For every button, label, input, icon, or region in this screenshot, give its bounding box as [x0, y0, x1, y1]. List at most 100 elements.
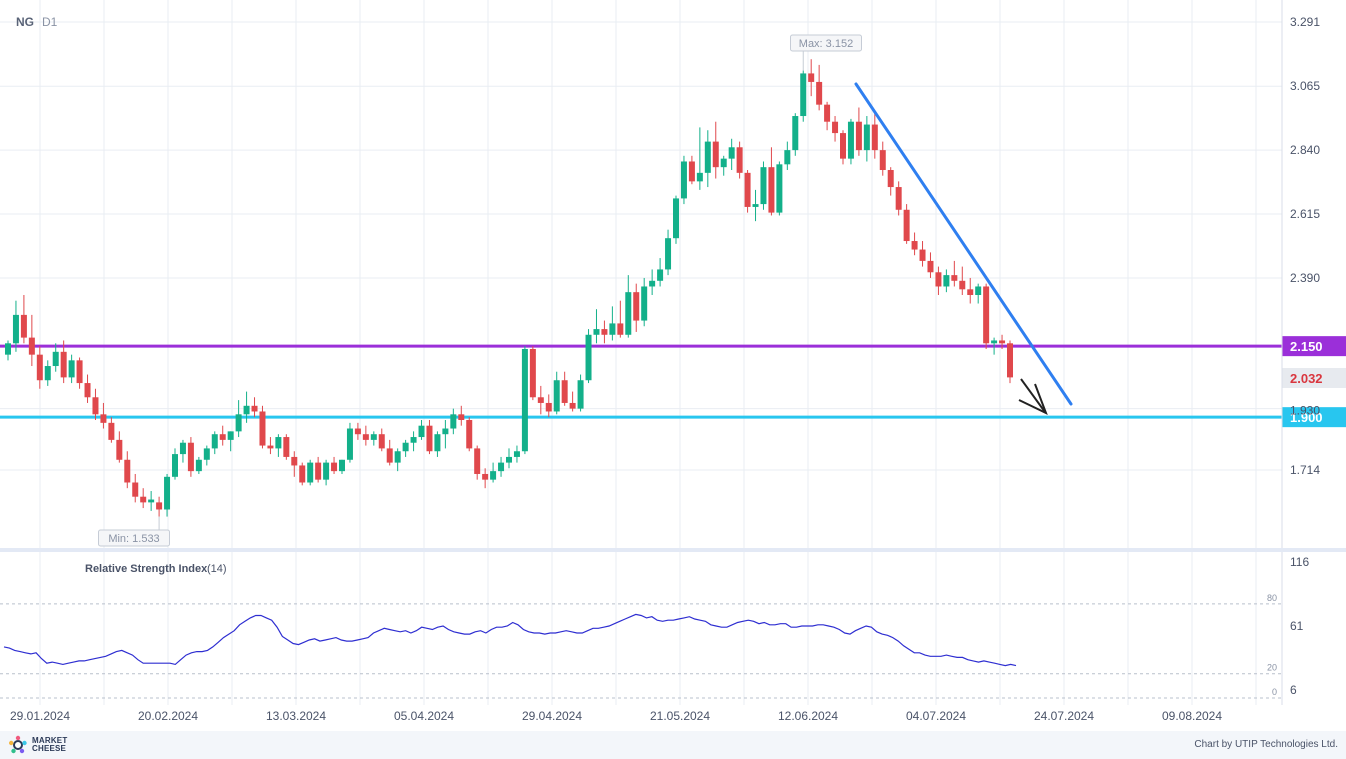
candle-up: [275, 437, 282, 449]
candle-up: [680, 161, 687, 199]
candle-down: [927, 260, 934, 273]
candle-up: [728, 147, 735, 159]
candle-up: [943, 275, 950, 287]
candle-down: [36, 354, 43, 381]
candle-up: [752, 204, 759, 207]
last-price-badge: 2.032: [1282, 368, 1346, 388]
price-tick-label: 3.291: [1290, 15, 1320, 29]
candle-down: [124, 459, 131, 483]
price-tick-label: 3.065: [1290, 79, 1320, 93]
date-tick-label: 29.01.2024: [10, 709, 70, 723]
rsi-level-label: 20: [1267, 663, 1277, 673]
candle-up: [203, 448, 210, 460]
candle-down: [816, 81, 823, 105]
rsi-title: Relative Strength Index: [85, 563, 208, 575]
candle-up: [760, 167, 767, 205]
candle-down: [617, 323, 624, 335]
candle-down: [895, 187, 902, 210]
resistance-badge-text: 2.150: [1290, 339, 1323, 354]
rsi-tick-label: 116: [1290, 555, 1309, 569]
candle-down: [386, 448, 393, 463]
price-tick-label: 1.714: [1290, 463, 1320, 477]
min-label: Min: 1.533: [98, 529, 170, 547]
last-price-badge-box: [1282, 368, 1346, 388]
candle-down: [633, 292, 640, 321]
candle-up: [394, 451, 401, 463]
candle-down: [458, 414, 465, 421]
rsi-period: (14): [207, 563, 227, 575]
candle-up: [991, 340, 998, 344]
candle-up: [641, 286, 648, 321]
candle-up: [307, 462, 314, 483]
date-tick-label: 24.07.2024: [1034, 709, 1094, 723]
candle-down: [466, 420, 473, 449]
chart-credit[interactable]: Chart by UTIP Technologies Ltd.: [1194, 739, 1338, 750]
candle-down: [967, 289, 974, 296]
candle-up: [847, 121, 854, 159]
candle-up: [164, 476, 171, 510]
candle-down: [140, 496, 147, 503]
candle-up: [227, 431, 234, 440]
resistance-badge-box: [1282, 336, 1346, 357]
candle-up: [585, 334, 592, 381]
candle-down: [744, 172, 751, 207]
candle-up: [776, 164, 783, 213]
rsi-line: [3, 613, 1017, 667]
rsi-tick-label: 6: [1290, 683, 1297, 697]
candle-up: [418, 425, 425, 438]
candle-up: [5, 343, 11, 355]
candle-up: [800, 73, 807, 117]
brand-logo[interactable]: MARKET CHEESE: [8, 735, 67, 755]
candle-down: [824, 104, 831, 122]
candle-up: [172, 454, 178, 477]
candle-up: [649, 280, 656, 287]
candles: [5, 59, 1013, 517]
price-tick-label: 2.840: [1290, 143, 1320, 157]
brand-line1: MARKET: [32, 736, 68, 745]
candle-up: [665, 238, 672, 270]
candle-up: [521, 348, 528, 452]
rsi-tick-label: 61: [1290, 619, 1304, 633]
candle-down: [537, 397, 544, 403]
annotations: Max: 3.152 Min: 1.533 2.150 2.032 1.900: [98, 34, 1346, 547]
forecast-arrow-head: [1018, 383, 1048, 415]
candle-up: [410, 437, 417, 443]
last-price-badge-text: 2.032: [1290, 371, 1323, 386]
candle-down: [362, 434, 369, 440]
footer-bar: [0, 731, 1346, 759]
candle-up: [243, 405, 250, 415]
candle-down: [935, 272, 942, 287]
date-tick-label: 12.06.2024: [778, 709, 838, 723]
candle-down: [545, 402, 552, 412]
brand-logo-icon: [8, 735, 28, 755]
candle-up: [450, 414, 457, 429]
candle-down: [712, 141, 719, 168]
candle-down: [60, 351, 67, 378]
max-label-text: Max: 3.152: [799, 38, 853, 50]
timeframe-label: D1: [42, 15, 58, 29]
ticker-label: NG: [16, 15, 34, 29]
candle-down: [108, 422, 115, 440]
candle-down: [879, 150, 886, 171]
downtrend-line: [854, 82, 1073, 406]
candle-up: [792, 116, 799, 151]
candle-up: [513, 451, 520, 457]
candle-down: [28, 337, 35, 355]
candle-down: [855, 121, 862, 151]
grid: [0, 0, 1282, 705]
forecast-arrow-shaft: [1020, 378, 1046, 413]
candle-up: [609, 323, 616, 335]
candle-up: [195, 459, 202, 472]
candle-up: [784, 150, 791, 165]
candle-up: [12, 314, 19, 344]
candle-down: [84, 383, 91, 398]
candle-up: [52, 351, 59, 367]
candle-down: [92, 397, 99, 415]
candle-up: [673, 198, 679, 239]
candle-down: [736, 147, 743, 173]
max-label-box: [790, 34, 862, 52]
date-tick-label: 13.03.2024: [266, 709, 326, 723]
candle-up: [211, 434, 218, 449]
candle-up: [370, 434, 377, 440]
